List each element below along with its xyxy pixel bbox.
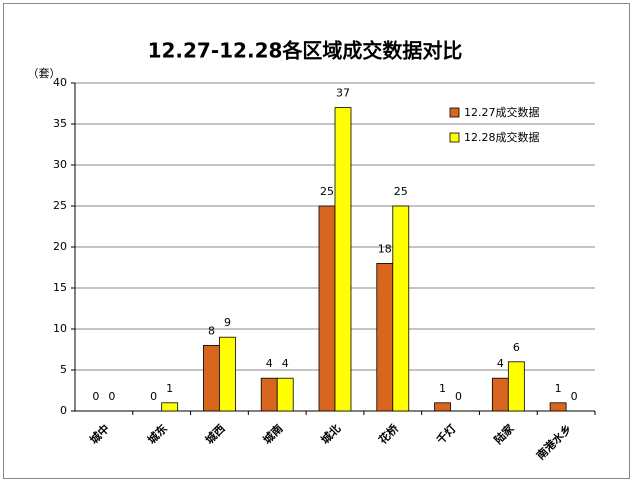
chart-title: 12.27-12.28各区域成交数据对比 [148, 39, 463, 63]
bar [318, 205, 336, 412]
data-label: 0 [108, 390, 115, 403]
y-tick-label: 0 [60, 404, 67, 417]
y-tick-label: 20 [53, 240, 67, 253]
data-label: 4 [282, 357, 289, 370]
data-label: 1 [439, 382, 446, 395]
y-tick-label: 10 [53, 322, 67, 335]
bar [260, 377, 278, 412]
y-tick-label: 5 [60, 363, 67, 376]
data-label: 4 [497, 357, 504, 370]
y-tick-label: 25 [53, 199, 67, 212]
y-tick-label: 40 [53, 76, 67, 89]
legend-swatch [449, 107, 460, 118]
bar [219, 336, 236, 412]
bar [549, 402, 567, 412]
data-label: 1 [555, 382, 562, 395]
data-label: 1 [166, 382, 173, 395]
y-axis-label: （套） [28, 67, 61, 80]
data-label: 0 [571, 390, 578, 403]
data-label: 25 [320, 185, 334, 198]
y-tick-label: 35 [53, 117, 67, 130]
data-label: 25 [394, 185, 408, 198]
bar [392, 205, 410, 412]
data-label: 0 [92, 390, 99, 403]
data-label: 9 [224, 316, 231, 329]
data-label: 8 [208, 324, 215, 337]
legend-swatch [449, 132, 460, 143]
data-label: 4 [266, 357, 273, 370]
data-label: 0 [150, 390, 157, 403]
legend-label: 12.28成交数据 [464, 130, 540, 144]
legend-label: 12.27成交数据 [464, 105, 540, 119]
bar [334, 107, 352, 412]
bar [507, 361, 525, 412]
bar [376, 262, 394, 412]
data-label: 6 [513, 341, 520, 354]
data-label: 0 [455, 390, 462, 403]
bar [161, 402, 179, 412]
y-tick-label: 30 [53, 158, 67, 171]
data-label: 18 [378, 242, 392, 255]
y-tick-label: 15 [53, 281, 67, 294]
data-label: 37 [336, 87, 350, 100]
bar [434, 402, 451, 412]
bar [203, 344, 220, 412]
chart-border [3, 3, 630, 479]
bar [491, 377, 509, 412]
bar [276, 377, 294, 412]
